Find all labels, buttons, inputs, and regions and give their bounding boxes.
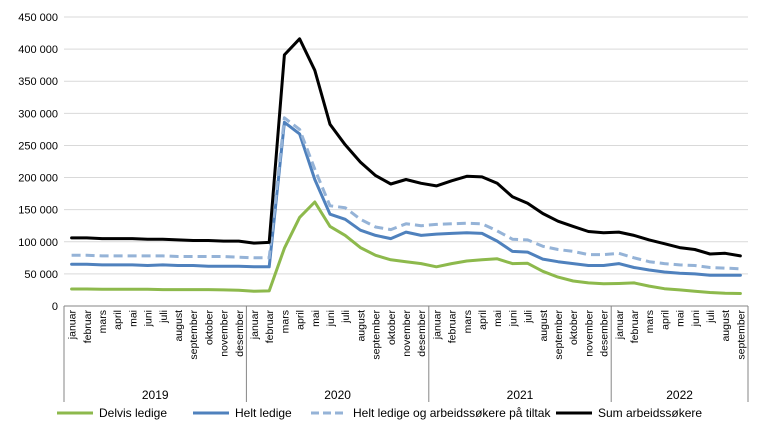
legend-label: Helt ledige: [235, 406, 292, 420]
x-tick-label: juni: [690, 310, 702, 327]
x-tick-label: oktober: [203, 310, 215, 346]
x-tick-label: november: [219, 310, 231, 357]
x-tick-label: mai: [127, 310, 139, 327]
x-tick-label: januar: [431, 310, 443, 341]
x-tick-label: mars: [462, 310, 474, 333]
y-tick-label: 150 000: [18, 205, 58, 217]
x-tick-label: april: [295, 310, 307, 330]
x-tick-label: juni: [325, 310, 337, 327]
series-lines: [70, 37, 742, 295]
x-tick-label: november: [401, 310, 413, 357]
x-tick-label: januar: [67, 310, 79, 341]
x-tick-label: august: [720, 310, 732, 342]
x-tick-label: august: [173, 310, 185, 342]
year-label: 2022: [666, 388, 693, 402]
x-tick-label: mars: [279, 310, 291, 333]
y-tick-label: 450 000: [18, 12, 58, 24]
y-tick-label: 200 000: [18, 173, 58, 185]
x-tick-label: januar: [249, 310, 261, 341]
x-tick-label: februar: [447, 310, 459, 344]
year-label: 2019: [142, 388, 169, 402]
x-tick-label: april: [477, 310, 489, 330]
x-tick-label: april: [112, 310, 124, 330]
y-tick-label: 250 000: [18, 140, 58, 152]
x-tick-label: mai: [310, 310, 322, 327]
series-line: [70, 200, 742, 295]
x-tick-label: desember: [416, 310, 428, 357]
x-tick-label: juni: [507, 310, 519, 327]
x-tick-label: august: [355, 310, 367, 342]
x-tick-label: november: [583, 310, 595, 357]
gridlines: [64, 16, 748, 275]
x-tick-label: september: [371, 309, 383, 359]
x-tick-label: juni: [143, 310, 155, 327]
legend-label: Sum arbeidssøkere: [598, 406, 702, 420]
x-tick-label: mai: [492, 310, 504, 327]
x-tick-label: august: [538, 310, 550, 342]
series-line: [70, 37, 742, 258]
y-tick-label: 100 000: [18, 237, 58, 249]
x-tick-label: april: [659, 310, 671, 330]
legend-label: Helt ledige og arbeidssøkere på tiltak: [353, 406, 551, 420]
series-line: [70, 120, 742, 277]
y-tick-label: 0: [52, 301, 58, 313]
y-tick-label: 300 000: [18, 108, 58, 120]
x-tick-label: oktober: [386, 310, 398, 346]
series-line: [71, 116, 741, 271]
x-tick-label: oktober: [568, 310, 580, 346]
y-tick-label: 350 000: [18, 76, 58, 88]
y-tick-label: 400 000: [18, 44, 58, 56]
x-tick-label: juli: [158, 310, 170, 324]
x-tick-label: februar: [82, 310, 94, 344]
x-axis: januar februar mars april mai juni juli august s…: [63, 305, 749, 402]
x-tick-label: januar: [614, 310, 626, 341]
year-label: 2020: [324, 388, 351, 402]
x-tick-label: september: [735, 309, 747, 359]
x-tick-label: juli: [523, 310, 535, 324]
legend-label: Delvis ledige: [99, 406, 167, 420]
x-tick-label: september: [188, 309, 200, 359]
x-tick-label: desember: [234, 310, 246, 357]
x-tick-label: februar: [629, 310, 641, 344]
x-tick-label: februar: [264, 310, 276, 344]
x-tick-label: juli: [340, 310, 352, 324]
x-tick-label: mai: [675, 310, 687, 327]
x-tick-label: juli: [705, 310, 717, 324]
x-tick-label: desember: [599, 310, 611, 357]
x-tick-label: mars: [644, 310, 656, 333]
x-tick-label: september: [553, 309, 565, 359]
y-tick-label: 50 000: [24, 269, 58, 281]
x-tick-label: mars: [97, 310, 109, 333]
year-label: 2021: [507, 388, 534, 402]
y-axis: 0 50 000 100 000 150 000 200 000 250 000 300 0…: [18, 12, 58, 313]
legend: Delvis ledige Helt ledige Helt ledige og a…: [57, 406, 702, 420]
